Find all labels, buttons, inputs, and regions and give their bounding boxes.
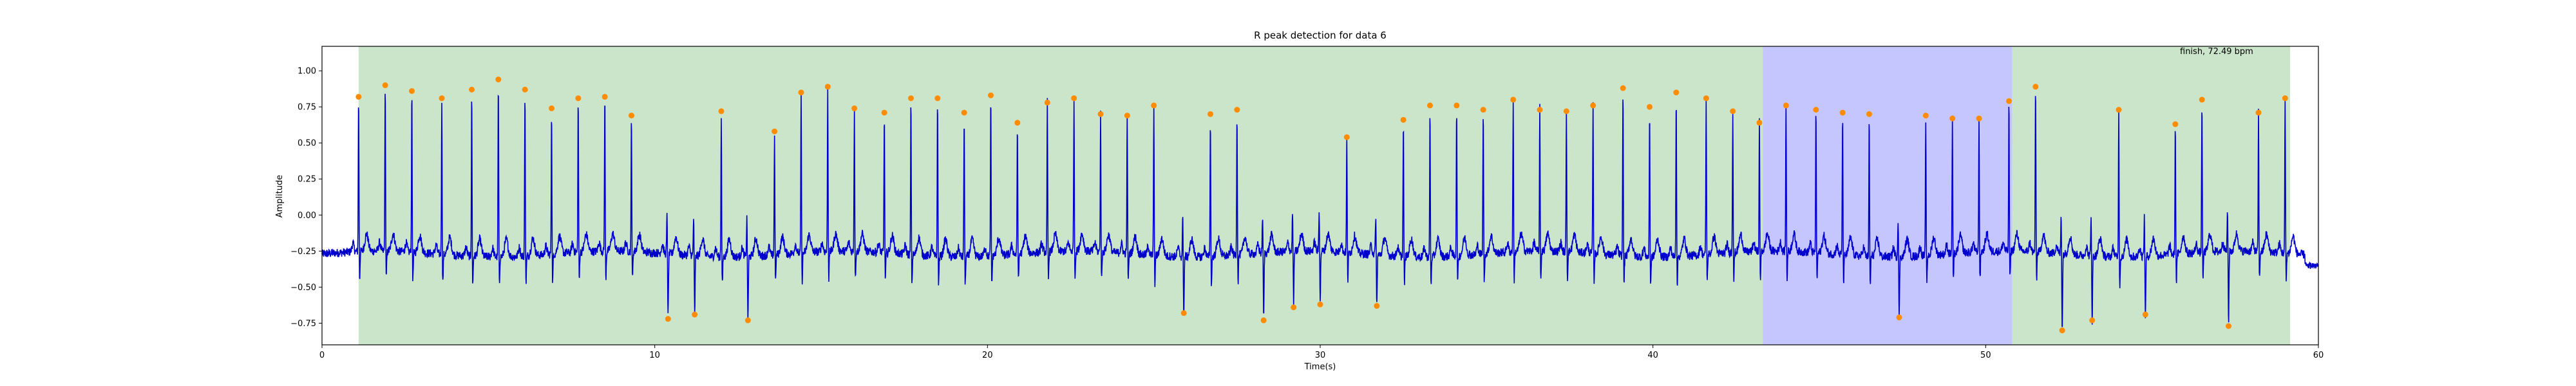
r-peak-point xyxy=(772,128,778,134)
r-peak-point xyxy=(1813,107,1819,113)
r-peak-point xyxy=(1208,111,1213,117)
x-tick-label: 50 xyxy=(1980,351,1991,360)
r-peak-point xyxy=(1647,104,1653,110)
y-tick-label: −0.50 xyxy=(290,283,316,293)
r-peak-point xyxy=(1014,120,1021,126)
r-peak-point xyxy=(1590,102,1596,109)
y-tick-label: 0.25 xyxy=(298,175,316,185)
y-tick-label: −0.25 xyxy=(290,247,316,257)
r-peak-point xyxy=(908,95,914,102)
r-peak-point xyxy=(2172,121,2179,127)
region-green-2 xyxy=(2012,46,2291,345)
x-tick-label: 10 xyxy=(649,351,660,360)
r-peak-point xyxy=(1783,102,1789,109)
highlight-regions xyxy=(358,46,2291,345)
region-green-0 xyxy=(358,46,1763,345)
r-peak-point xyxy=(798,89,804,96)
y-tick-label: 0.75 xyxy=(298,103,316,113)
r-peak-point xyxy=(2142,311,2148,318)
r-peak-point xyxy=(718,108,724,115)
r-peak-point xyxy=(1044,99,1050,106)
chart-title: R peak detection for data 6 xyxy=(1254,30,1387,41)
r-peak-point xyxy=(1922,113,1929,119)
x-tick-label: 40 xyxy=(1647,351,1658,360)
r-peak-point xyxy=(1180,310,1187,317)
r-peak-point xyxy=(2116,107,2122,113)
r-peak-point xyxy=(1480,107,1486,113)
r-peak-point xyxy=(2059,327,2065,334)
r-peak-point xyxy=(692,311,698,318)
r-peak-point xyxy=(522,86,528,93)
r-peak-point xyxy=(988,92,994,98)
r-peak-point xyxy=(2255,109,2262,116)
r-peak-point xyxy=(601,93,608,100)
r-peak-point xyxy=(1427,102,1433,109)
r-peak-point xyxy=(1730,108,1736,115)
y-tick-label: 0.50 xyxy=(298,139,316,149)
axes: 0 10 20 30 40 50 60 −0.75 −0.50 −0.25 0.00 0.25 0.50… xyxy=(290,46,2324,360)
r-peak-point xyxy=(1866,111,1872,117)
r-peak-point xyxy=(2226,323,2231,329)
r-peak-point xyxy=(1260,317,1267,324)
x-tick-label: 20 xyxy=(982,351,993,360)
r-peak-point xyxy=(1343,134,1350,140)
r-peak-point xyxy=(469,86,475,93)
r-peak-point xyxy=(744,317,751,324)
r-peak-point xyxy=(1703,95,1709,102)
r-peak-point xyxy=(575,95,582,102)
ecg-signal xyxy=(321,86,2319,327)
r-peak-point xyxy=(1537,107,1543,113)
r-peak-point xyxy=(439,95,445,102)
r-peak-point xyxy=(881,109,887,116)
r-peak-point xyxy=(1234,107,1240,113)
r-peak-point xyxy=(1673,89,1680,96)
r-peak-point xyxy=(2006,98,2012,104)
r-peak-markers xyxy=(355,77,2288,334)
r-peak-point xyxy=(851,105,858,111)
r-peak-point xyxy=(2032,84,2039,90)
x-tick-label: 30 xyxy=(1315,351,1326,360)
r-peak-point xyxy=(629,113,634,119)
y-tick-label: 0.00 xyxy=(298,211,316,221)
y-tick-label: 1.00 xyxy=(298,67,316,77)
r-peak-point xyxy=(495,77,502,83)
r-peak-point xyxy=(1510,96,1517,103)
r-peak-point xyxy=(1454,102,1460,109)
r-peak-point xyxy=(355,93,362,100)
r-peak-point xyxy=(961,109,967,116)
r-peak-point xyxy=(1756,120,1763,126)
r-peak-point xyxy=(1291,304,1297,311)
y-axis-label: Amplitude xyxy=(275,175,285,218)
r-peak-point xyxy=(2199,96,2205,103)
x-tick-label: 0 xyxy=(319,351,325,360)
r-peak-point xyxy=(549,105,554,111)
r-peak-point xyxy=(934,95,941,102)
r-peak-point xyxy=(665,316,671,322)
r-peak-point xyxy=(1374,302,1380,309)
x-axis-label: Time(s) xyxy=(1304,362,1336,372)
y-tick-label: −0.75 xyxy=(290,319,316,329)
r-peak-point xyxy=(1896,314,1902,320)
r-peak-point xyxy=(824,84,831,90)
r-peak-point xyxy=(1976,115,1982,122)
bpm-annotation: finish, 72.49 bpm xyxy=(2180,47,2253,57)
r-peak-point xyxy=(1317,301,1323,308)
r-peak-point xyxy=(1563,108,1569,115)
r-peak-point xyxy=(1949,115,1956,122)
r-peak-point xyxy=(1839,109,1846,116)
x-tick-label: 60 xyxy=(2313,351,2324,360)
r-peak-point xyxy=(1620,85,1626,91)
r-peak-point xyxy=(2089,317,2096,324)
r-peak-point xyxy=(2282,95,2288,102)
r-peak-point xyxy=(1400,116,1406,123)
r-peak-point xyxy=(409,87,415,94)
r-peak-point xyxy=(1097,111,1104,117)
r-peak-point xyxy=(1071,95,1077,102)
r-peak-point xyxy=(1151,102,1157,109)
ecg-signal-line xyxy=(321,86,2319,327)
region-blue-1 xyxy=(1763,46,2012,345)
r-peak-point xyxy=(382,82,388,89)
r-peak-point xyxy=(1124,113,1130,119)
